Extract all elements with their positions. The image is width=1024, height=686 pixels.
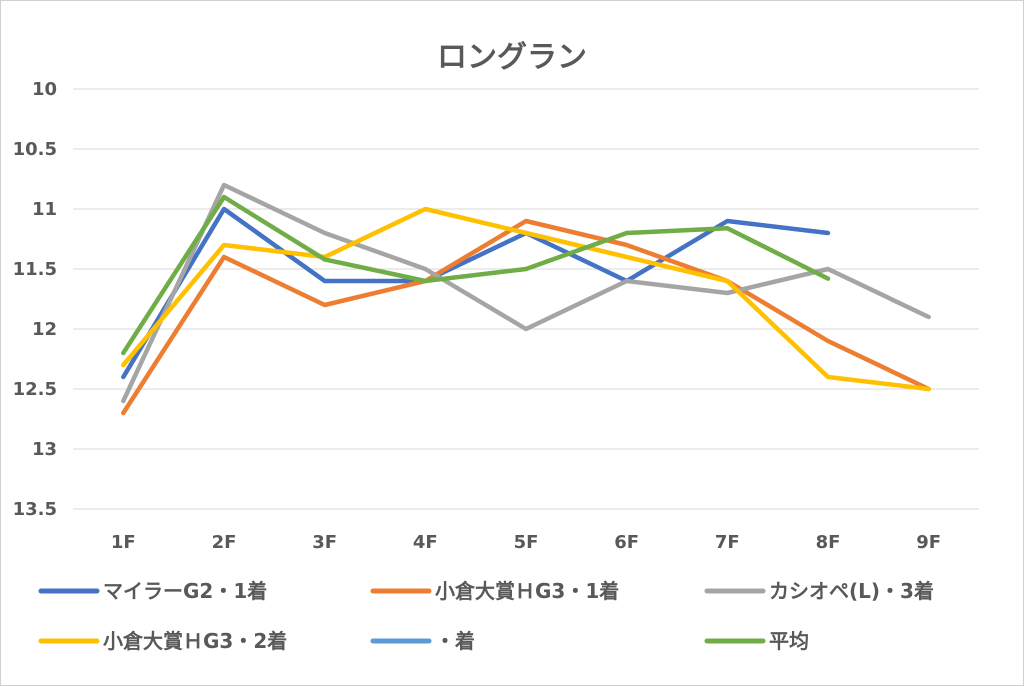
x-tick-label: 9F bbox=[916, 532, 941, 553]
series-lines bbox=[121, 182, 931, 416]
series-line bbox=[121, 194, 831, 356]
y-tick-label: 10.5 bbox=[13, 139, 57, 160]
y-tick-label: 13 bbox=[32, 439, 57, 460]
legend-label: ・着 bbox=[435, 629, 475, 653]
legend-label: マイラーG2・1着 bbox=[103, 579, 267, 603]
legend-label: 平均 bbox=[769, 629, 809, 653]
chart-title: ロングラン bbox=[437, 40, 587, 75]
legend-label: 小倉大賞ＨG3・1着 bbox=[435, 579, 619, 603]
x-tick-label: 2F bbox=[212, 532, 237, 553]
y-tick-label: 13.5 bbox=[13, 499, 57, 520]
y-tick-label: 11 bbox=[32, 199, 57, 220]
legend-item: カシオペ(L)・3着 bbox=[704, 579, 934, 603]
legend-item: 小倉大賞ＨG3・2着 bbox=[38, 629, 287, 653]
legend-item: ・着 bbox=[370, 629, 475, 653]
x-axis: 1F 2F 3F 4F 5F 6F 7F 8F 9F bbox=[111, 532, 941, 553]
x-tick-label: 8F bbox=[816, 532, 841, 553]
x-tick-label: 7F bbox=[715, 532, 740, 553]
legend-item: 小倉大賞ＨG3・1着 bbox=[370, 579, 619, 603]
x-tick-label: 4F bbox=[413, 532, 438, 553]
series-line bbox=[121, 206, 931, 392]
legend-label: 小倉大賞ＨG3・2着 bbox=[103, 629, 287, 653]
x-tick-label: 5F bbox=[514, 532, 539, 553]
y-tick-label: 11.5 bbox=[13, 259, 57, 280]
series-line bbox=[121, 182, 931, 404]
y-tick-label: 12.5 bbox=[13, 379, 57, 400]
legend-item: 平均 bbox=[704, 629, 809, 653]
x-tick-label: 6F bbox=[614, 532, 639, 553]
series-line bbox=[121, 218, 931, 416]
y-axis: 10 10.5 11 11.5 12 12.5 13 13.5 bbox=[13, 79, 57, 520]
y-tick-label: 10 bbox=[32, 79, 57, 100]
legend-label: カシオペ(L)・3着 bbox=[769, 579, 934, 603]
x-tick-label: 1F bbox=[111, 532, 136, 553]
gridlines bbox=[73, 88, 979, 510]
x-tick-label: 3F bbox=[312, 532, 337, 553]
legend-item: マイラーG2・1着 bbox=[38, 579, 267, 603]
y-tick-label: 12 bbox=[32, 319, 57, 340]
